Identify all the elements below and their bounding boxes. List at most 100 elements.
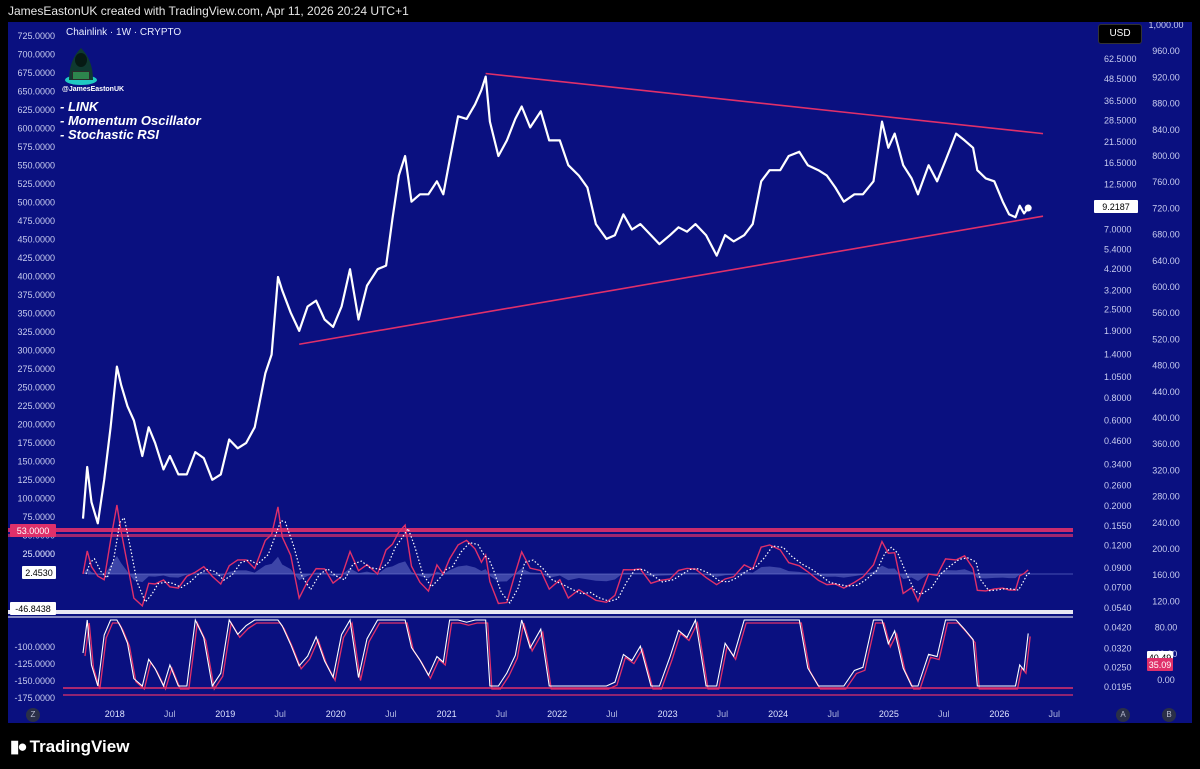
header-text: JamesEastonUK created with TradingView.c… [8, 4, 409, 18]
hacker-logo-icon [64, 40, 98, 86]
right-tick-label: 7.0000 [1104, 224, 1132, 234]
time-tick-label: Jul [164, 709, 176, 719]
time-tick-label: Jul [385, 709, 397, 719]
far-tick-label: 880.00 [1152, 99, 1180, 109]
left-tick-label: 625.0000 [17, 105, 55, 115]
left-tick-label: 250.0000 [17, 383, 55, 393]
stoch-d-line [84, 620, 1031, 691]
far-tick-label: 640.00 [1152, 256, 1180, 266]
left-tick-label: 350.0000 [17, 309, 55, 319]
upper-level-band [8, 534, 1073, 537]
right-tick-label: 2.5000 [1104, 305, 1132, 315]
right-tick-label: 12.5000 [1104, 179, 1137, 189]
time-tick-label: 2019 [215, 709, 235, 719]
momentum-value-label-box [22, 566, 56, 579]
time-tick-label: 2026 [989, 709, 1009, 719]
time-tick-label: Jul [496, 709, 508, 719]
left-tick-label: 300.0000 [17, 346, 55, 356]
momentum-low-label: -46.8438 [15, 604, 51, 614]
far-tick-label: 400.00 [1152, 413, 1180, 423]
left-tick-label: 125.0000 [17, 475, 55, 485]
far-tick-label: 480.00 [1152, 361, 1180, 371]
trendline-upper [485, 72, 1044, 135]
right-tick-label: 0.6000 [1104, 416, 1132, 426]
value-labels: 9.218753.00002.4530-46.843825.000040.493… [10, 200, 1173, 671]
right-axis: 80.000062.500048.500036.500028.500021.50… [1104, 35, 1137, 692]
right-tick-label: 0.2600 [1104, 481, 1132, 491]
right-tick-label: 36.5000 [1104, 96, 1137, 106]
left-tick-label: 100.0000 [17, 494, 55, 504]
chart-title: Chainlink · 1W · CRYPTO [66, 27, 182, 38]
far-tick-label: 520.00 [1152, 334, 1180, 344]
far-tick-label: 960.00 [1152, 46, 1180, 56]
left-tick-label: 550.0000 [17, 161, 55, 171]
right-tick-label: 16.5000 [1104, 158, 1137, 168]
left-tick-label: 425.0000 [17, 253, 55, 263]
far-tick-label: 440.00 [1152, 387, 1180, 397]
log-scale-button[interactable]: B [1162, 708, 1176, 722]
note-line: - Stochastic RSI [60, 127, 159, 142]
time-axis: 2018 Jul 2019 Jul 2020 Jul 2021 Jul 2022 Jul 2023 J… [105, 709, 1060, 719]
lower-level-band [8, 610, 1073, 614]
last-price-dot [1024, 204, 1032, 212]
right-tick-label: 21.5000 [1104, 137, 1137, 147]
right-tick-label: 0.1200 [1104, 541, 1132, 551]
far-tick-label: 680.00 [1152, 230, 1180, 240]
right-tick-label: 0.3400 [1104, 460, 1132, 470]
left-tick-label: -100.0000 [14, 642, 55, 652]
right-tick-label: 1.4000 [1104, 350, 1132, 360]
left-tick-label: 375.0000 [17, 290, 55, 300]
right-tick-label: 48.5000 [1104, 74, 1137, 84]
momentum-line [82, 504, 1029, 608]
time-tick-label: 2018 [105, 709, 125, 719]
right-tick-label: 4.2000 [1104, 264, 1132, 274]
right-tick-label: 0.8000 [1104, 393, 1132, 403]
currency-button[interactable]: USD [1098, 24, 1142, 44]
momentum-tick-label: 25.0000 [22, 549, 55, 559]
watermark-handle: @JamesEastonUK [62, 86, 125, 93]
stoch-d-label: 35.09 [1149, 660, 1172, 670]
far-tick-label: 80.00 [1155, 623, 1178, 633]
left-tick-label: 75.0000 [22, 512, 55, 522]
auto-scale-button[interactable]: A [1116, 708, 1130, 722]
left-tick-label: 325.0000 [17, 327, 55, 337]
left-tick-label: 600.0000 [17, 124, 55, 134]
left-axis: 725.0000 700.0000 675.0000 650.0000 625.0000… [14, 31, 55, 703]
left-tick-label: 575.0000 [17, 142, 55, 152]
far-tick-label: 360.00 [1152, 439, 1180, 449]
far-tick-label: 160.00 [1152, 570, 1180, 580]
upper-level-band [8, 528, 1073, 532]
far-tick-label: 840.00 [1152, 125, 1180, 135]
time-tick-label: 2021 [437, 709, 457, 719]
left-tick-label: -150.0000 [14, 676, 55, 686]
far-right-axis: 1,000.00 960.00 920.00 880.00 840.00 800.00 76… [1148, 22, 1183, 685]
right-tick-label: 1.0500 [1104, 372, 1132, 382]
far-tick-label: 200.00 [1152, 544, 1180, 554]
far-tick-label: 120.00 [1152, 596, 1180, 606]
left-tick-label: 675.0000 [17, 68, 55, 78]
momentum-level-label-box [10, 524, 56, 537]
momentum-level-label: 53.0000 [17, 526, 50, 536]
left-tick-label: 225.0000 [17, 401, 55, 411]
left-tick-label: -175.0000 [14, 693, 55, 703]
far-tick-label: 800.00 [1152, 151, 1180, 161]
header-bar: JamesEastonUK created with TradingView.c… [0, 0, 1200, 22]
left-tick-label: 200.0000 [17, 420, 55, 430]
right-tick-label: 3.2000 [1104, 285, 1132, 295]
right-tick-label: 62.5000 [1104, 54, 1137, 64]
far-tick-label: 1,000.00 [1148, 22, 1183, 30]
left-tick-label: 400.0000 [17, 272, 55, 282]
time-tick-label: 2025 [879, 709, 899, 719]
momentum-histogram [83, 556, 1029, 583]
zoom-button[interactable]: Z [26, 708, 40, 722]
far-tick-label: 760.00 [1152, 177, 1180, 187]
right-tick-label: 0.0250 [1104, 663, 1132, 673]
left-tick-label: 725.0000 [17, 31, 55, 41]
note-line: - LINK [60, 99, 99, 114]
chart-frame[interactable]: 725.0000 700.0000 675.0000 650.0000 625.0000… [8, 22, 1192, 723]
time-tick-label: Jul [938, 709, 950, 719]
tradingview-logo[interactable]: ▮● TradingView [10, 737, 129, 757]
brand-name: TradingView [29, 737, 130, 756]
last-price-label-box [1094, 200, 1138, 214]
left-tick-label: 475.0000 [17, 216, 55, 226]
